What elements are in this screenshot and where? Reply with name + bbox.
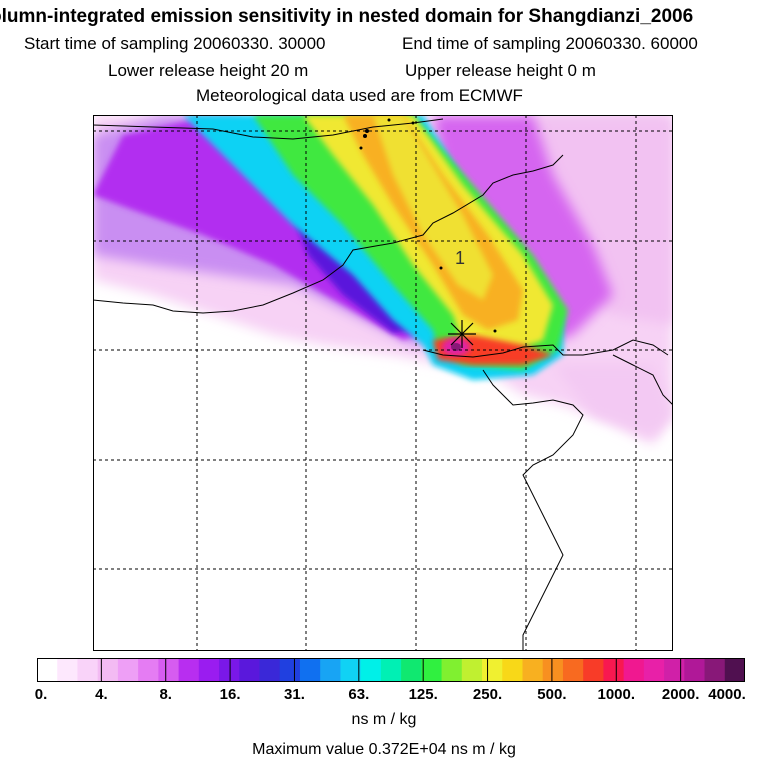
grid-lines [93,115,673,651]
colorbar-frame [37,658,745,682]
colorbar-swatch [401,658,422,682]
end-time-label: End time of sampling 20060330. 60000 [402,34,698,53]
colorbar-tick-label: 500. [537,686,567,703]
colorbar-swatch [360,658,382,682]
sensitivity-map: 1 [93,115,673,651]
colorbar-swatch [158,658,180,682]
colorbar-swatch [502,658,523,682]
colorbar-swatch [279,658,301,682]
colorbar-swatch [299,658,321,682]
maximum-value-label: Maximum value 0.372E+04 ns m / kg [252,741,516,758]
colorbar [37,658,745,682]
colorbar-swatch [57,658,78,682]
colorbar-swatch [178,658,200,682]
colorbar-swatch [623,658,645,682]
colorbar-tick-label: 2000. [661,686,700,703]
colorbar-swatch [724,658,745,682]
colorbar-swatch [77,658,99,682]
release-label: 1 [455,248,465,268]
colorbar-swatch [138,658,159,682]
coastlines [93,118,673,651]
met-data-label: Meteorological data used are from ECMWF [196,86,523,105]
colorbar-tick-label: 0. [34,686,48,703]
colorbar-swatch [461,658,483,682]
colorbar-swatch [603,658,625,682]
colorbar-tick-label: 4. [95,686,108,703]
colorbar-tick-label: 63. [348,686,370,703]
colorbar-swatch [380,658,402,682]
colorbar-swatch [340,658,362,682]
cross-star-icon [448,320,476,348]
start-time-label: Start time of sampling 20060330. 30000 [24,34,326,53]
colorbar-swatch [198,658,220,682]
colorbar-tick-label: 8. [159,686,172,703]
colorbar-tick-label: 16. [219,686,241,703]
plot-title: olumn-integrated emission sensitivity in… [0,6,694,27]
colorbar-tick-label: 4000. [708,686,746,703]
colorbar-swatch [441,658,463,682]
colorbar-swatch [704,658,726,682]
city-markers [359,118,497,333]
colorbar-tick-label: 250. [472,686,503,703]
colorbar-tick-label: 125. [408,686,438,703]
colorbar-swatch [320,658,341,682]
colorbar-swatch [259,658,281,682]
colorbar-units: ns m / kg [351,711,417,728]
colorbar-swatch [219,658,240,682]
colorbar-tick-label: 31. [284,686,305,703]
colorbar-swatch [37,658,58,682]
colorbar-swatch [664,658,685,682]
upper-release-height-label: Upper release height 0 m [405,61,596,80]
colorbar-swatch [643,658,665,682]
colorbar-swatch [482,658,503,682]
colorbar-swatch [522,658,544,682]
colorbar-swatch [421,658,443,682]
colorbar-swatch [562,658,584,682]
colorbar-tick-label: 1000. [597,686,636,703]
colorbar-swatch [239,658,261,682]
colorbar-swatch [542,658,564,682]
colorbar-swatch [684,658,706,682]
colorbar-swatch [117,658,139,682]
colorbar-swatch [583,658,604,682]
lower-release-height-label: Lower release height 20 m [108,61,309,80]
colorbar-swatch [97,658,119,682]
